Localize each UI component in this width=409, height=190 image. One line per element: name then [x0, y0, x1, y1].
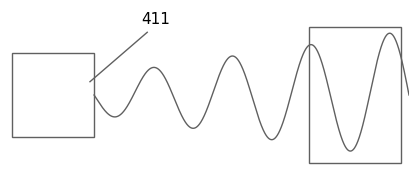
Bar [12, 53, 94, 137]
Bar [309, 27, 401, 163]
Text: 411: 411 [141, 12, 170, 26]
